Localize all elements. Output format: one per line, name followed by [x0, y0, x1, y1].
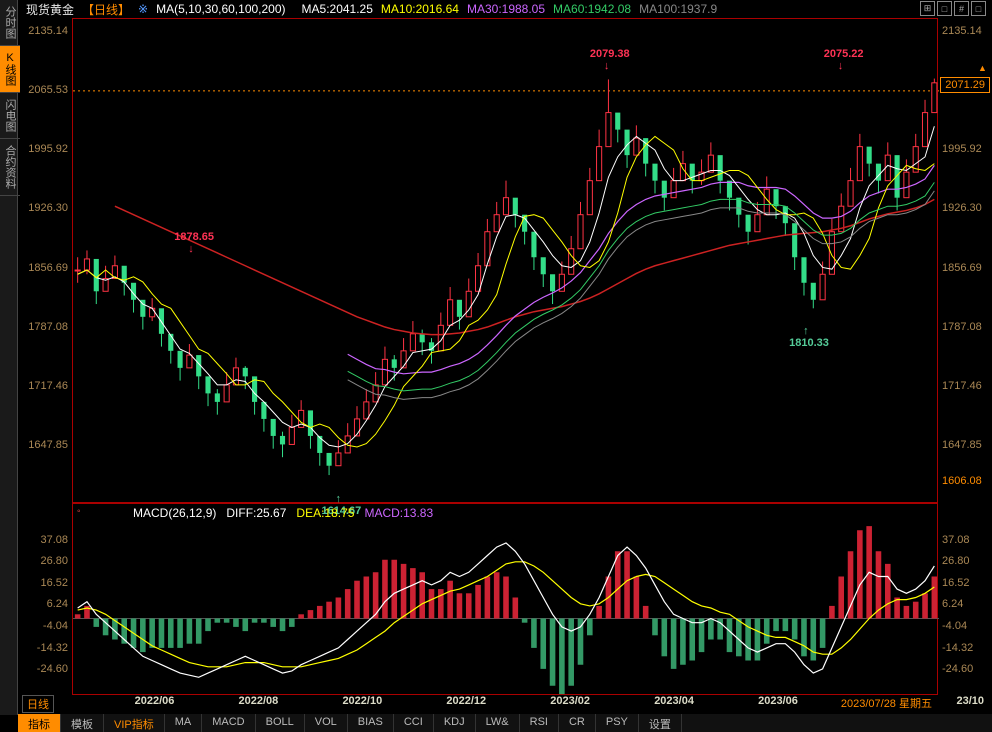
y-tick: 1787.08 [942, 321, 982, 333]
toolbar-icon[interactable]: # [954, 1, 969, 16]
ma-value: MA60:1942.08 [553, 2, 631, 16]
indicator-tab[interactable]: CR [559, 714, 596, 732]
y-tick: 1717.46 [942, 380, 982, 392]
y-tick: -4.04 [942, 620, 967, 632]
ma-value: MA10:2016.64 [381, 2, 459, 16]
y-tick: 37.08 [942, 534, 970, 546]
x-tick: 2022/08 [239, 695, 279, 707]
ma-value: MA100:1937.9 [639, 2, 717, 16]
x-tick-last: 23/10 [956, 695, 984, 707]
macd-y-axis-left: 37.08 26.80 16.52 6.24 -4.04 -14.32 -24.60 [18, 503, 72, 695]
indicator-tab[interactable]: RSI [520, 714, 559, 732]
indicator-tab[interactable]: MA [165, 714, 203, 732]
indicator-tab[interactable]: MACD [202, 714, 255, 732]
indicator-tab[interactable]: PSY [596, 714, 639, 732]
y-tick: -24.60 [37, 663, 68, 675]
left-tab[interactable]: K线图 [0, 46, 20, 93]
y-axis-right: 2135.142065.531995.921926.301856.691787.… [938, 18, 992, 503]
current-price-box: 2071.29 [940, 77, 990, 93]
indicator-tab[interactable]: 设置 [639, 714, 682, 732]
y-tick: 26.80 [942, 555, 970, 567]
y-tick: 6.24 [47, 598, 68, 610]
main-chart-area[interactable]: 1878.65↓↑1614.672079.38↓↑1810.332075.22↓ [72, 18, 938, 503]
x-tick: 2022/06 [135, 695, 175, 707]
y-tick: 2065.53 [28, 84, 68, 96]
y-tick: 6.24 [942, 598, 963, 610]
indicator-tab[interactable]: CCI [394, 714, 434, 732]
period-label: 【日线】 [82, 1, 130, 18]
y-tick: -14.32 [942, 642, 973, 654]
x-tick: 2023/02 [550, 695, 590, 707]
main-chart: 2135.14 2065.53 1995.92 1926.30 1856.69 1787.… [18, 18, 992, 503]
indicator-tab[interactable]: LW& [476, 714, 520, 732]
left-tab[interactable]: 分时图 [0, 0, 20, 46]
ma-value: MA5:2041.25 [302, 2, 373, 16]
y-tick: 1787.08 [28, 321, 68, 333]
y-tick: 1717.46 [28, 380, 68, 392]
symbol-icon: ※ [138, 2, 148, 16]
y-tick: 2135.14 [942, 25, 982, 37]
indicator-tab[interactable]: VOL [305, 714, 348, 732]
macd-y-axis-right: 37.08 26.80 16.52 6.24 -4.04 -14.32 -24.60 [938, 503, 992, 695]
y-tick: 1647.85 [942, 439, 982, 451]
ma-value: MA30:1988.05 [467, 2, 545, 16]
current-date-label: 2023/07/28 星期五 [841, 695, 932, 711]
y-tick: 16.52 [40, 577, 68, 589]
indicator-tab[interactable]: BOLL [256, 714, 305, 732]
indicator-tab[interactable]: BIAS [348, 714, 394, 732]
y-tick: 1856.69 [942, 262, 982, 274]
x-tick: 2022/10 [342, 695, 382, 707]
left-tabs: 分时图K线图闪电图合约资料 [0, 0, 18, 715]
x-axis: 日线 2022/06 2022/08 2022/10 2022/12 2023/02 20… [18, 695, 992, 715]
y-tick: 1647.85 [28, 439, 68, 451]
axis-value: 1606.08 [942, 475, 982, 487]
top-right-icons: ⊞□#□ [920, 1, 986, 16]
y-tick: -4.04 [43, 620, 68, 632]
toolbar-icon[interactable]: □ [971, 1, 986, 16]
left-tab[interactable]: 闪电图 [0, 93, 20, 139]
indicator-tab[interactable]: 模板 [61, 714, 104, 732]
y-tick: -24.60 [942, 663, 973, 675]
indicator-tab[interactable]: VIP指标 [104, 714, 165, 732]
y-tick: 1856.69 [28, 262, 68, 274]
chart-header: 现货黄金 【日线】 ※ MA(5,10,30,60,100,200) MA5:2… [18, 0, 992, 18]
y-tick: 26.80 [40, 555, 68, 567]
left-tab[interactable]: 合约资料 [0, 139, 20, 196]
macd-chart-area[interactable]: ◦ MACD(26,12,9) DIFF:25.67 DEA:18.75 MAC… [72, 503, 938, 695]
y-tick: 1926.30 [942, 202, 982, 214]
y-tick: 1995.92 [28, 143, 68, 155]
macd-chart: 37.08 26.80 16.52 6.24 -4.04 -14.32 -24.60 ◦ M… [18, 503, 992, 695]
x-tick: 2023/06 [758, 695, 798, 707]
toolbar-icon[interactable]: □ [937, 1, 952, 16]
bottom-tabs: 指标模板VIP指标MAMACDBOLLVOLBIASCCIKDJLW&RSICR… [18, 714, 992, 732]
y-tick: 1995.92 [942, 143, 982, 155]
symbol-name: 现货黄金 [26, 1, 74, 18]
y-axis-left: 2135.14 2065.53 1995.92 1926.30 1856.69 1787.… [18, 18, 72, 503]
indicator-tab[interactable]: KDJ [434, 714, 476, 732]
y-tick: -14.32 [37, 642, 68, 654]
x-tick: 2022/12 [446, 695, 486, 707]
period-button[interactable]: 日线 [22, 695, 54, 713]
ma-group-label: MA(5,10,30,60,100,200) [156, 2, 285, 16]
y-tick: 1926.30 [28, 202, 68, 214]
x-tick: 2023/04 [654, 695, 694, 707]
toolbar-icon[interactable]: ⊞ [920, 1, 935, 16]
y-tick: 2135.14 [28, 25, 68, 37]
indicator-tab[interactable]: 指标 [18, 714, 61, 732]
y-tick: 37.08 [40, 534, 68, 546]
y-tick: 16.52 [942, 577, 970, 589]
